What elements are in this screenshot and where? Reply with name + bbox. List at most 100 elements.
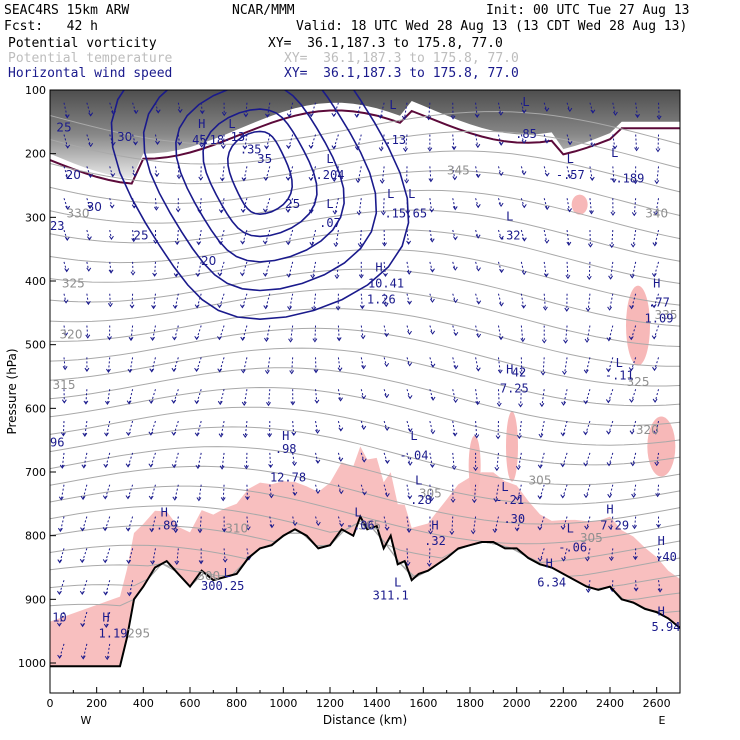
wind-vector-124 xyxy=(219,389,225,405)
wind-vector-192 xyxy=(336,261,339,279)
wind-vector-152 xyxy=(265,325,271,342)
wind-vector-82 xyxy=(150,484,156,500)
wind-vector-165 xyxy=(289,293,294,310)
wind-vector-87 xyxy=(177,166,180,179)
wind-arrowhead-278 xyxy=(476,300,482,305)
wind-vector-394 xyxy=(656,166,660,184)
wind-arrowhead-216 xyxy=(379,179,385,184)
high-marker-43: H xyxy=(431,518,438,532)
wind-arrowhead-137 xyxy=(240,336,246,341)
wind-arrowhead-81 xyxy=(148,463,154,468)
wind-vector-90 xyxy=(175,261,179,277)
wind-arrowhead-93 xyxy=(171,367,177,373)
wind-arrowhead-120 xyxy=(217,272,223,277)
wind-arrowhead-109 xyxy=(194,400,200,405)
wind-arrowhead-262 xyxy=(452,236,458,241)
x-tick-label-400: 400 xyxy=(133,697,154,710)
wind-arrowhead-297 xyxy=(494,466,500,472)
wind-vector-320 xyxy=(543,293,546,310)
wind-arrowhead-205 xyxy=(357,243,363,248)
wind-vector-163 xyxy=(287,229,294,245)
wind-vector-127 xyxy=(222,484,225,501)
high-marker-20: 1.26 xyxy=(367,292,396,306)
wind-arrowhead-166 xyxy=(288,338,293,343)
wind-arrowhead-340 xyxy=(560,463,566,468)
wind-arrowhead-404 xyxy=(655,493,661,498)
wind-arrowhead-178 xyxy=(310,274,316,279)
wind-arrowhead-374 xyxy=(608,556,614,562)
wind-vector-350 xyxy=(587,293,591,311)
wind-arrowhead-128 xyxy=(221,528,227,533)
wind-arrowhead-214 xyxy=(377,114,383,119)
wind-arrowhead-112 xyxy=(196,497,202,502)
y-tick-label-100: 100 xyxy=(25,84,46,97)
wind-speed-contour-30 xyxy=(202,108,318,238)
wind-arrowhead-38 xyxy=(110,173,116,178)
wind-vector-135 xyxy=(241,261,248,276)
wind-vector-224 xyxy=(383,420,388,431)
low-marker-13: .15 xyxy=(384,206,406,220)
x-endpoint-west: W xyxy=(81,714,92,727)
wind-arrowhead-105 xyxy=(195,272,201,278)
wind-arrowhead-34 xyxy=(80,623,86,628)
low-marker-3: .85 xyxy=(515,127,537,141)
wind-vector-67 xyxy=(127,516,134,531)
wind-vector-97 xyxy=(174,484,179,500)
theta-contour-8 xyxy=(50,268,680,327)
wind-vector-96 xyxy=(173,452,179,468)
wind-arrowhead-223 xyxy=(384,394,390,399)
wind-arrowhead-256 xyxy=(428,530,433,535)
wind-arrowhead-395 xyxy=(653,211,659,216)
wind-arrowhead-147 xyxy=(263,176,269,182)
theta-label-8: 320 xyxy=(636,423,659,437)
wind-vector-380 xyxy=(632,229,637,247)
wind-vector-149 xyxy=(264,229,271,244)
wind-vector-94 xyxy=(173,389,179,404)
wind-arrowhead-260 xyxy=(452,176,458,181)
wind-arrowhead-98 xyxy=(173,528,179,534)
wind-vector-252 xyxy=(429,389,434,401)
wind-arrowhead-368 xyxy=(606,368,611,373)
wind-arrowhead-157 xyxy=(269,494,274,499)
x-tick-label-600: 600 xyxy=(180,697,201,710)
wind-arrowhead-85 xyxy=(177,108,183,114)
wind-arrowhead-304 xyxy=(521,237,527,242)
wind-arrowhead-145 xyxy=(265,113,270,118)
x-tick-label-2000: 2000 xyxy=(503,697,531,710)
low-marker-64: L xyxy=(228,117,235,131)
wind-arrowhead-26 xyxy=(84,367,90,372)
theta-label-4: 325 xyxy=(62,276,85,290)
y-tick-label-900: 900 xyxy=(25,593,46,606)
wind-arrowhead-123 xyxy=(217,368,223,373)
wind-arrowhead-400 xyxy=(652,366,657,372)
y-tick-label-400: 400 xyxy=(25,275,46,288)
wind-arrowhead-240 xyxy=(407,495,413,500)
wind-arrowhead-102 xyxy=(198,176,204,181)
wind-arrowhead-399 xyxy=(651,335,657,340)
wind-arrowhead-180 xyxy=(312,338,318,343)
wind-vector-58 xyxy=(132,230,135,242)
wind-arrowhead-406 xyxy=(656,555,662,560)
wind-arrowhead-127 xyxy=(220,497,226,502)
wind-arrowhead-351 xyxy=(584,338,590,343)
y-tick-label-200: 200 xyxy=(25,148,46,161)
wind-vector-291 xyxy=(497,261,503,273)
wind-arrowhead-253 xyxy=(430,430,436,435)
wind-speed-label-3: 30 xyxy=(87,200,102,214)
wind-arrowhead-41 xyxy=(108,269,114,274)
y-tick-label-300: 300 xyxy=(25,211,46,224)
high-marker-44: .32 xyxy=(424,534,446,548)
wind-speed-label-2: 20 xyxy=(66,168,81,182)
wind-arrowhead-225 xyxy=(384,459,390,464)
theta-contour-3 xyxy=(50,170,680,216)
wind-vector-400 xyxy=(654,357,660,371)
high-marker-29: H xyxy=(282,429,289,443)
wind-arrowhead-154 xyxy=(266,402,271,407)
wind-arrowhead-252 xyxy=(430,396,436,401)
wind-vector-214 xyxy=(379,102,385,119)
wind-vector-355 xyxy=(585,452,591,466)
wind-arrowhead-238 xyxy=(407,428,413,433)
pv-blob-2 xyxy=(571,194,588,215)
wind-vector-122 xyxy=(218,325,225,340)
wind-vector-142 xyxy=(246,484,248,500)
